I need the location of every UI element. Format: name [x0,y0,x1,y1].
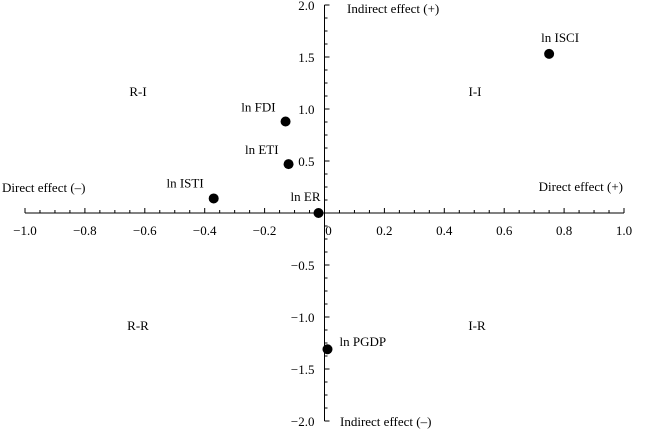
y-tick-label: 1.0 [298,102,314,117]
x-positive-end-label: Direct effect (+) [539,179,623,194]
x-tick-label: 0.4 [436,223,453,238]
x-tick-label: 0 [325,223,332,238]
x-tick-label: 1.0 [616,223,632,238]
x-tick-label: −1.0 [13,223,37,238]
y-tick-label: 1.5 [298,50,314,65]
data-points: ln ISCI ln FDI ln ETI ln ISTI ln ER ln PGDP [166,30,579,355]
data-point [322,344,333,355]
x-tick-label: 0.6 [496,223,513,238]
y-tick-label: −0.5 [291,258,315,273]
point-label: ln ETI [245,142,279,157]
point-label: ln ISTI [166,175,203,190]
axis-labels: −1.0 −0.8 −0.6 −0.4 −0.2 0 0.2 0.4 0.6 0.8 1.0 2.0 1… [2,0,632,429]
y-negative-end-label: Indirect effect (–) [340,414,431,429]
x-tick-label: 0.8 [556,223,572,238]
y-tick-label: 2.0 [298,0,314,13]
x-tick-label: −0.6 [133,223,157,238]
quadrant-label-top-left: R-I [129,84,146,99]
data-point [280,116,291,127]
data-point [283,159,294,170]
x-tick-label: −0.2 [253,223,277,238]
axes [24,4,625,422]
y-tick-label: −1.5 [291,362,315,377]
x-tick-label: −0.4 [193,223,217,238]
quadrant-label-bottom-left: R-R [127,318,149,333]
x-negative-end-label: Direct effect (–) [2,180,85,195]
y-positive-end-label: Indirect effect (+) [347,1,439,16]
data-point [208,193,219,204]
point-label: ln FDI [241,99,275,114]
y-tick-label: −1.0 [291,310,315,325]
quadrant-label-bottom-right: I-R [468,318,486,333]
point-label: ln ISCI [541,30,579,45]
data-point [313,208,324,218]
y-tick-label: 0.5 [298,154,314,169]
point-label: ln PGDP [339,334,386,349]
quadrant-label-top-right: I-I [469,84,482,99]
x-tick-label: −0.8 [73,223,97,238]
point-label: ln ER [291,189,321,204]
x-tick-label: 0.2 [376,223,392,238]
y-tick-label: −2.0 [291,414,315,429]
data-point [544,48,555,59]
